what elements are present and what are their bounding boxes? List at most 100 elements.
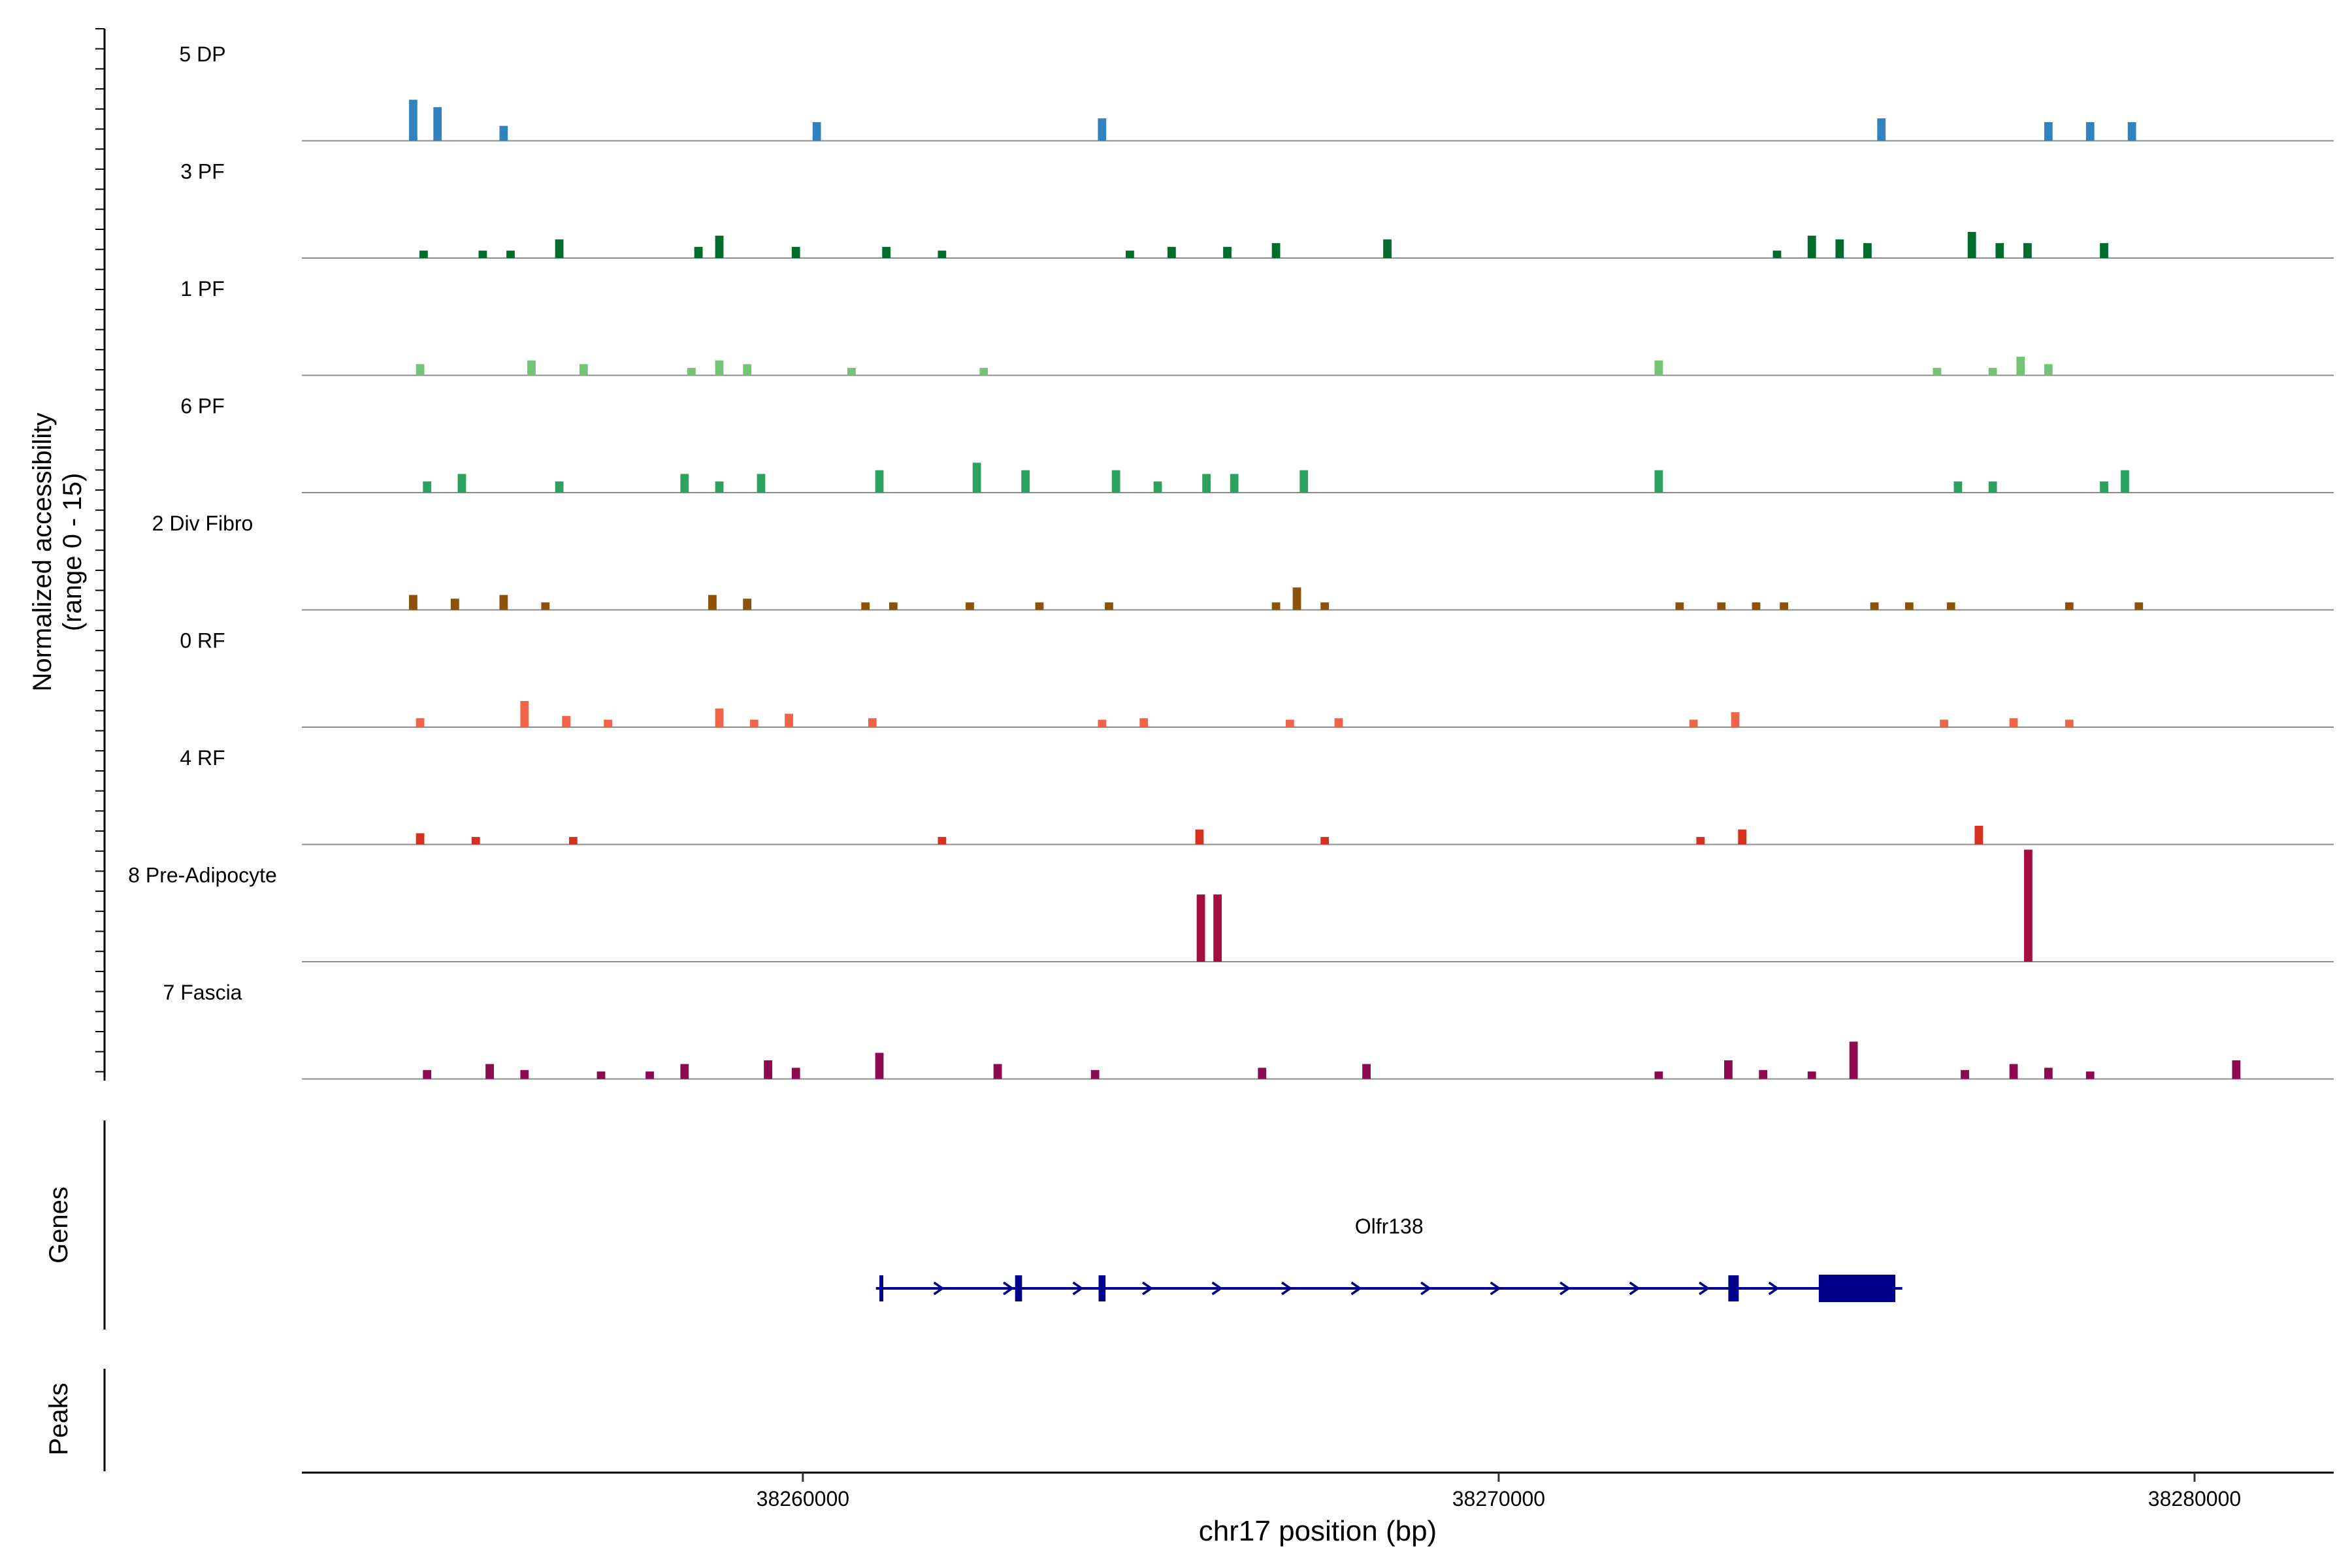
coverage-peak [568,837,578,845]
coverage-peak [478,250,487,258]
gene-name: Olfr138 [1355,1215,1424,1238]
coverage-peak [2232,1060,2241,1079]
track-label: 2 Div Fibro [152,512,253,535]
strand-arrow [1560,1281,1571,1296]
coverage-peak [416,718,425,727]
coverage-peak [1271,243,1281,258]
coverage-peak [812,122,821,141]
gene-exon [879,1275,884,1301]
coverage-peak [2044,364,2053,376]
coverage-peak [562,715,571,727]
coverage-peak [2100,243,2108,258]
coverage-peak [2085,1071,2095,1079]
coverage-peak [1953,481,1963,493]
coverage-peak [1988,481,1997,493]
coverage-peak [1961,1070,1969,1079]
coverage-peak [1724,1060,1733,1079]
coverage-peak [1946,602,1955,610]
coverage-peak [680,1064,689,1079]
y-axis-label: Normalized accessibility (range 0 - 15) [28,413,87,692]
coverage-peak [499,125,508,141]
coverage-peak [1759,1070,1768,1079]
coverage-peak [2016,356,2025,376]
coverage-peak [423,1070,432,1079]
track-label: 5 DP [179,42,225,66]
coverage-peak [416,833,425,845]
x-tick-label: 38260000 [757,1487,849,1511]
strand-arrow [1350,1281,1362,1296]
track-label: 3 PF [180,160,225,184]
coverage-peak [1299,470,1309,493]
coverage-peak [868,718,877,727]
coverage-peak [1334,718,1343,727]
coverage-peak [645,1071,654,1079]
coverage-peak [2009,1064,2018,1079]
coverage-peak [938,837,947,845]
coverage-peak [1271,602,1281,610]
peaks-label: Peaks [44,1382,73,1455]
coverage-peak [416,364,425,376]
coverage-peak [2127,122,2136,141]
coverage-peak [1230,474,1239,493]
coverage-peak [520,700,529,727]
coverage-peak [687,368,696,376]
coverage-peak [861,602,870,610]
coverage-peak [1988,368,1997,376]
coverage-peak [708,595,717,610]
coverage-peak [1021,470,1030,493]
y-axis-label-line1: Normalized accessibility [28,413,57,692]
track-label: 1 PF [180,277,225,301]
coverage-peak [1654,470,1663,493]
coverage-peak [457,474,466,493]
coverage-peak [1111,470,1120,493]
coverage-peak [2121,470,2129,493]
coverage-peak [875,470,884,493]
coverage-peak [499,595,508,610]
coverage-peak [2065,719,2074,727]
gene-exon [1728,1275,1739,1301]
track-label: 4 RF [180,746,225,770]
track: 8 Pre-Adipocyte [128,849,2334,962]
coverage-peak [1863,243,1872,258]
x-tick-label: 38280000 [2148,1487,2241,1511]
coverage-tracks: 5 DP 3 PF 1 PF 6 PF 2 Div Fibro 0 RF 4 RF 8 Pre… [128,42,2334,1080]
coverage-peak [2024,849,2033,962]
coverage-peak [1752,602,1761,610]
coverage-peak [715,708,724,727]
y-axis-label-line2: (range 0 - 15) [58,473,87,631]
coverage-peak [1105,602,1113,610]
coverage-peak [1286,719,1294,727]
strand-arrow [1003,1281,1015,1296]
coverage-peak [791,1068,800,1079]
coverage-peak [409,99,417,141]
coverage-peak [1772,250,1782,258]
coverage-peak [791,246,800,258]
gene-exon [1015,1275,1022,1301]
coverage-peak [1904,602,1914,610]
x-axis-label: chr17 position (bp) [1199,1515,1437,1547]
coverage-peak [527,360,536,376]
coverage-peak [1849,1041,1858,1079]
coverage-peak [1126,250,1134,258]
x-axis-ticks: 38260000 38270000 38280000 [757,1473,2241,1511]
gene-track: Olfr138 [875,1215,1903,1302]
coverage-peak [1780,602,1788,610]
coverage-peak [1995,243,2004,258]
coverage-peak [471,837,480,845]
coverage-peak [993,1064,1002,1079]
coverage-peak [882,246,891,258]
coverage-peak [694,246,703,258]
coverage-peak [2100,481,2108,493]
coverage-peak [1292,587,1301,610]
coverage-peak [1731,712,1740,727]
coverage-peak [2023,243,2032,258]
coverage-peak [1035,602,1044,610]
coverage-peak [423,481,432,493]
coverage-peak [875,1053,884,1079]
coverage-peak [1153,481,1162,493]
coverage-peak [1940,719,1948,727]
coverage-peak [757,474,766,493]
coverage-peak [1362,1064,1371,1079]
gene-exon [1818,1275,1896,1302]
